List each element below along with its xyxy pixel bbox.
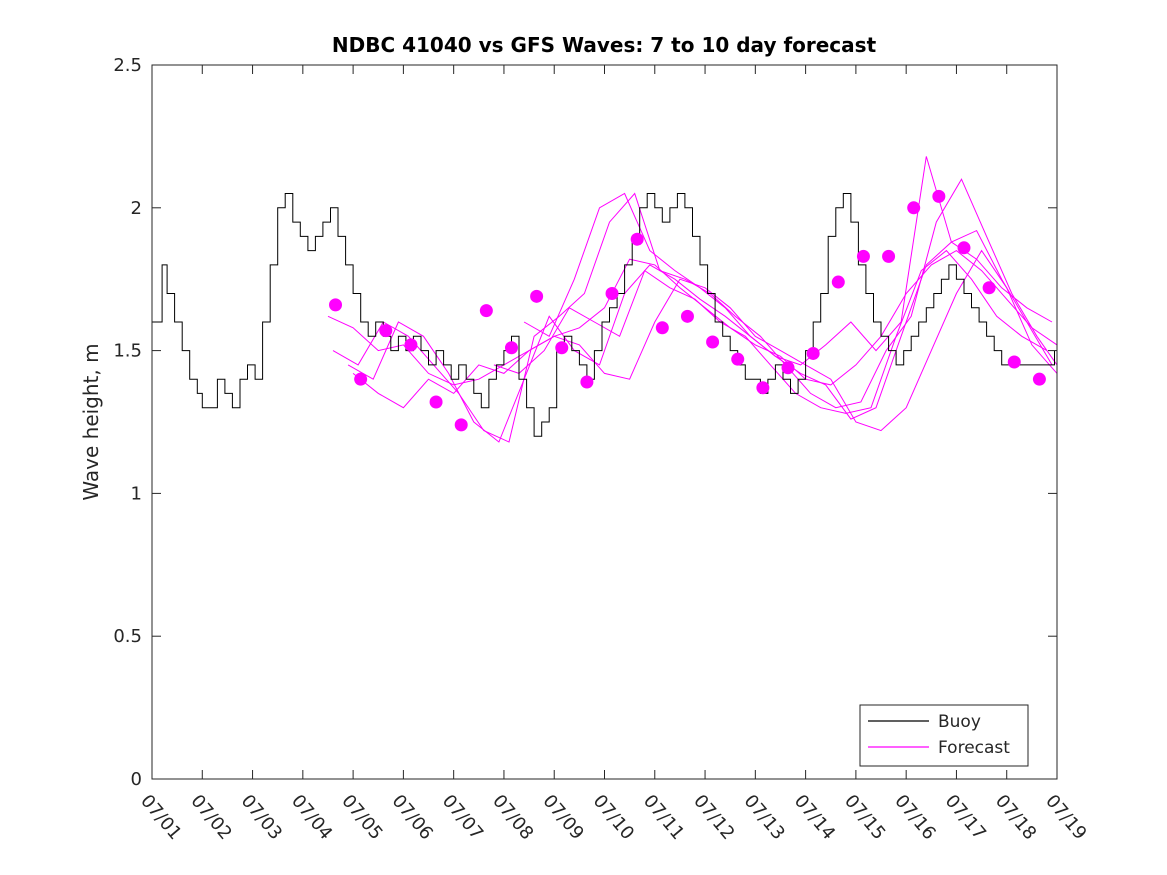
forecast-point <box>404 338 418 352</box>
forecast-point <box>504 341 518 355</box>
forecast-point <box>605 286 619 300</box>
forecast-point <box>781 361 795 375</box>
forecast-point <box>932 189 946 203</box>
forecast-point <box>379 324 393 338</box>
y-tick-label: 0 <box>131 769 142 790</box>
buoy-line <box>152 193 1055 437</box>
forecast-point <box>856 249 870 263</box>
y-axis-label: Wave height, m <box>79 343 103 500</box>
forecast-point <box>655 321 669 335</box>
forecast-point <box>530 289 544 303</box>
plot-area <box>152 65 1057 779</box>
y-tick-label: 1 <box>131 483 142 504</box>
forecast-point <box>580 375 594 389</box>
forecast-point <box>454 418 468 432</box>
forecast-point <box>479 304 493 318</box>
forecast-point <box>957 241 971 255</box>
y-tick-label: 2 <box>131 198 142 219</box>
forecast-line <box>352 249 1058 432</box>
forecast-point <box>1032 372 1046 386</box>
y-tick-label: 0.5 <box>113 626 142 647</box>
forecast-point <box>882 249 896 263</box>
forecast-point <box>630 232 644 246</box>
y-tick-label: 1.5 <box>113 341 142 362</box>
forecast-point <box>982 281 996 295</box>
forecast-point <box>555 341 569 355</box>
forecast-line <box>493 249 1048 414</box>
forecast-point <box>706 335 720 349</box>
forecast-point <box>1007 355 1021 369</box>
forecast-point <box>806 346 820 360</box>
legend-forecast-label: Forecast <box>938 738 1010 758</box>
y-tick-label: 2.5 <box>113 55 142 76</box>
forecast-point <box>756 381 770 395</box>
series-layer <box>152 156 1058 443</box>
forecast-point <box>831 275 845 289</box>
chart-title: NDBC 41040 vs GFS Waves: 7 to 10 day for… <box>332 33 877 57</box>
forecast-point <box>329 298 343 312</box>
forecast-point <box>907 201 921 215</box>
forecast-point <box>731 352 745 366</box>
legend: Buoy Forecast <box>859 704 1029 767</box>
forecast-point <box>680 309 694 323</box>
legend-box <box>859 704 1029 767</box>
legend-buoy-label: Buoy <box>938 712 981 732</box>
forecast-point <box>429 395 443 409</box>
forecast-point <box>354 372 368 386</box>
forecast-line <box>347 229 1053 443</box>
